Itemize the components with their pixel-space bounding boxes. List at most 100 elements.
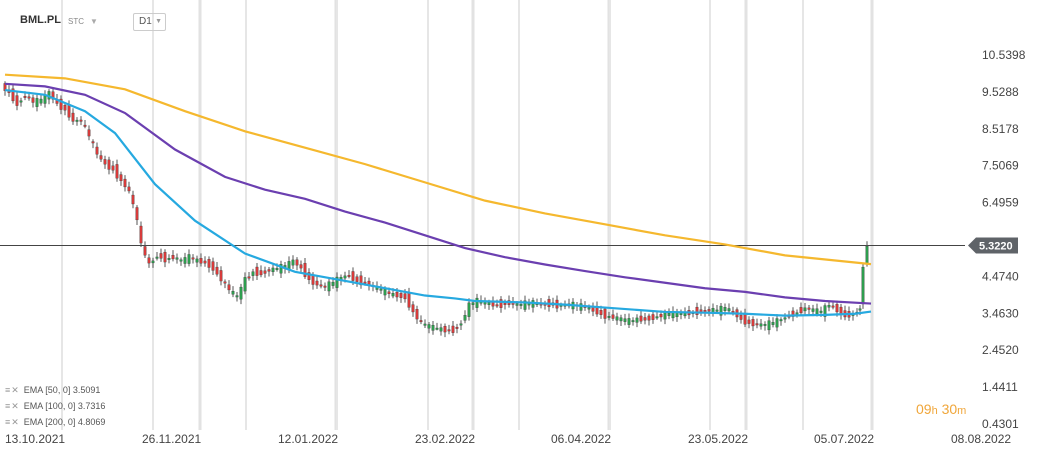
candle-body: [719, 305, 723, 316]
candle-body: [831, 305, 835, 308]
candle-body: [427, 324, 431, 329]
candle-body: [515, 303, 519, 306]
candle-body: [75, 119, 79, 122]
candle-body: [331, 281, 335, 286]
candle-body: [347, 275, 351, 277]
candle-body: [411, 304, 415, 313]
indicator-settings-icon[interactable]: ≡✕: [5, 417, 20, 427]
candle-body: [391, 293, 395, 297]
candle-body: [611, 314, 615, 319]
timer-hours-unit: h: [931, 405, 938, 417]
indicator-settings-icon[interactable]: ≡✕: [5, 401, 20, 411]
candle-body: [139, 225, 143, 244]
candle-body: [431, 324, 435, 331]
candle-body: [255, 266, 259, 276]
candle-body: [767, 320, 771, 331]
candle-body: [187, 254, 191, 264]
candle-body: [243, 277, 247, 292]
y-tick-label: 3.4630: [982, 306, 1019, 320]
indicator-ema-100[interactable]: ≡✕ EMA [100, 0] 3.7316: [5, 401, 105, 412]
candle-body: [303, 262, 307, 277]
x-tick-label: 05.07.2022: [814, 432, 874, 446]
candle-body: [387, 291, 391, 294]
timeframe-select[interactable]: D1 ▼: [133, 13, 166, 31]
candle-body: [771, 322, 775, 325]
candle-body: [299, 264, 303, 269]
candle-body: [639, 315, 643, 322]
candle-body: [399, 293, 403, 298]
candle-body: [211, 261, 215, 271]
candle-body: [315, 280, 319, 286]
candle-body: [799, 307, 803, 314]
candle-body: [763, 324, 767, 326]
ticker-symbol[interactable]: BML.PL: [20, 14, 61, 26]
candle-body: [467, 302, 471, 317]
candle-body: [795, 312, 799, 315]
timer-minutes-unit: m: [957, 405, 967, 417]
candle-body: [743, 313, 747, 325]
y-tick-label: 10.5398: [982, 48, 1026, 62]
candle-body: [819, 310, 823, 313]
candle-body: [231, 291, 235, 295]
indicator-ema-200[interactable]: ≡✕ EMA [200, 0] 4.8069: [5, 417, 105, 428]
candle-body: [215, 266, 219, 275]
candle-body: [459, 323, 463, 326]
candle-body: [307, 272, 311, 280]
candle-body: [463, 315, 467, 321]
candle-body: [67, 105, 71, 118]
candle-body: [755, 323, 759, 326]
candle-body: [27, 96, 31, 99]
candle-body: [631, 320, 635, 323]
indicator-ema-50[interactable]: ≡✕ EMA [50, 0] 3.5091: [5, 385, 100, 396]
candle-body: [447, 329, 451, 332]
candle-body: [835, 304, 839, 313]
x-tick-label: 12.01.2022: [278, 432, 338, 446]
timer-hours: 09: [916, 401, 932, 417]
x-axis: 13.10.2021 26.11.2021 12.01.2022 23.02.2022…: [5, 432, 1011, 446]
candle-body: [111, 165, 115, 171]
price-tag-background: [968, 237, 1018, 254]
y-tick-label: 2.4520: [982, 343, 1019, 357]
candle-body: [179, 259, 183, 262]
candle-body: [619, 317, 623, 322]
candle-body: [403, 293, 407, 300]
candle-body: [415, 309, 419, 320]
ema-lines: [4, 73, 872, 317]
candle-body: [419, 320, 423, 323]
candle-body: [147, 257, 151, 264]
candle-body: [603, 308, 607, 319]
candle-body: [183, 257, 187, 264]
candle-body: [123, 178, 127, 188]
candle-body: [39, 98, 43, 104]
candle-body: [91, 141, 95, 144]
y-tick-label: 8.5178: [982, 122, 1019, 136]
candle-body: [35, 98, 39, 107]
candle-body: [523, 300, 527, 310]
candle-body: [99, 155, 103, 160]
chevron-down-icon: ▼: [155, 18, 162, 25]
candle-body: [407, 292, 411, 308]
candle-body: [335, 276, 339, 288]
candle-body: [31, 97, 35, 103]
candle-body: [475, 297, 479, 308]
candle-body: [279, 264, 283, 274]
candle-body: [643, 317, 647, 321]
candle-body: [455, 326, 459, 329]
y-tick-label: 6.4959: [982, 196, 1019, 210]
candle-body: [739, 314, 743, 320]
timeframe-value: D1: [139, 16, 152, 27]
candle-body: [191, 257, 195, 260]
candle-body: [227, 284, 231, 291]
candle-body: [119, 174, 123, 182]
ticker-dropdown-icon[interactable]: ▼: [90, 17, 98, 26]
candle-body: [499, 299, 503, 308]
candle-body: [865, 246, 869, 264]
candle-body: [175, 257, 179, 260]
indicator-settings-icon[interactable]: ≡✕: [5, 385, 20, 395]
x-tick-label: 13.10.2021: [5, 432, 65, 446]
candle-body: [383, 288, 387, 296]
candle-body: [707, 309, 711, 312]
x-tick-label: 23.02.2022: [415, 432, 475, 446]
candle-body: [63, 105, 67, 111]
